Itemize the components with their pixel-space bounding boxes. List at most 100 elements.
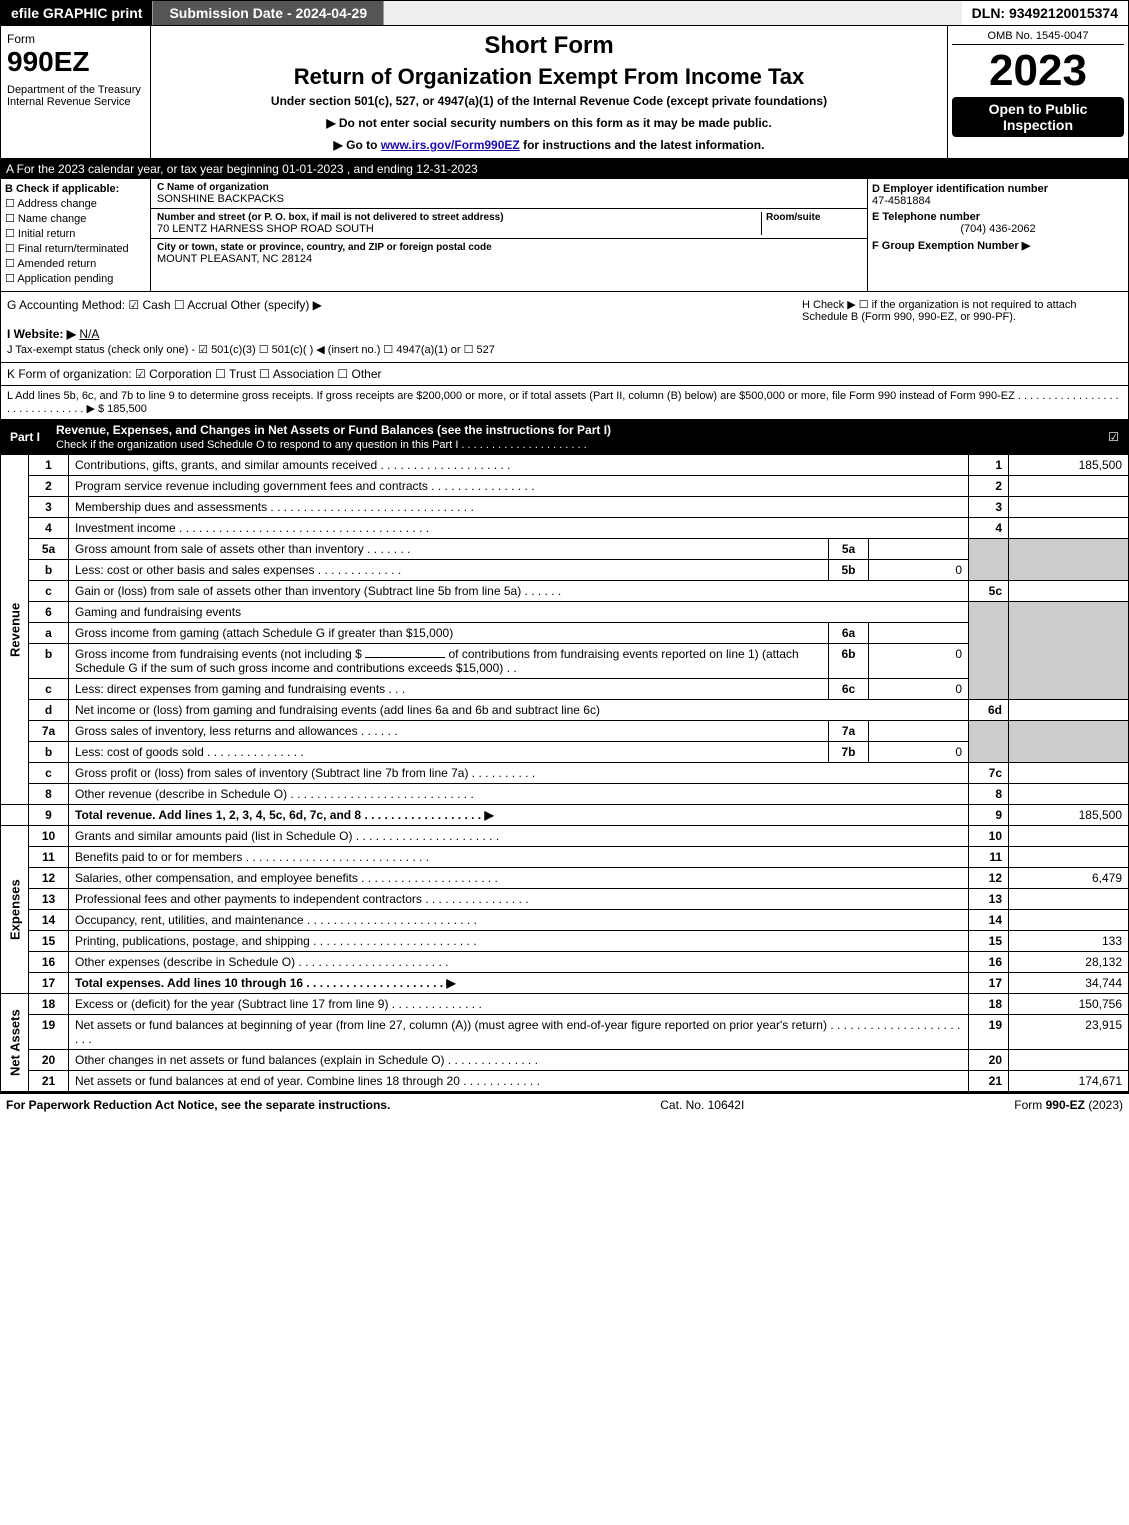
title-main: Return of Organization Exempt From Incom… [157, 64, 941, 90]
ln-6b-in: 6b [829, 644, 869, 679]
mid-block: G Accounting Method: ☑ Cash ☐ Accrual Ot… [0, 292, 1129, 363]
ln-11-rn: 11 [969, 847, 1009, 868]
line-k-form-org: K Form of organization: ☑ Corporation ☐ … [0, 363, 1129, 386]
gray-cell [1009, 602, 1129, 700]
ln-3-num: 3 [29, 497, 69, 518]
ln-7b-text: Less: cost of goods sold . . . . . . . .… [69, 742, 829, 763]
ln-5c-rn: 5c [969, 581, 1009, 602]
chk-name-change[interactable]: Name change [5, 212, 146, 225]
ln-7c-amt [1009, 763, 1129, 784]
ln-4-num: 4 [29, 518, 69, 539]
line-i-website: I Website: ▶ N/A [7, 327, 1122, 341]
form-number: 990EZ [7, 46, 144, 78]
header-left: Form 990EZ Department of the Treasury In… [1, 26, 151, 158]
col-b-check-if-applicable: B Check if applicable: Address change Na… [1, 179, 151, 291]
ln-7b-in: 7b [829, 742, 869, 763]
chk-final-return[interactable]: Final return/terminated [5, 242, 146, 255]
ln-6d-text: Net income or (loss) from gaming and fun… [69, 700, 969, 721]
ln-14-amt [1009, 910, 1129, 931]
footer-form-pre: Form [1014, 1098, 1045, 1112]
ln-15-num: 15 [29, 931, 69, 952]
line-l-gross-receipts: L Add lines 5b, 6c, and 7b to line 9 to … [0, 386, 1129, 420]
ln-17-num: 17 [29, 973, 69, 994]
ln-1-amt: 185,500 [1009, 455, 1129, 476]
ln-20-num: 20 [29, 1050, 69, 1071]
ln-11-num: 11 [29, 847, 69, 868]
ln-6-num: 6 [29, 602, 69, 623]
c-name-value: SONSHINE BACKPACKS [157, 193, 861, 205]
ln-5a-in: 5a [829, 539, 869, 560]
department: Department of the Treasury Internal Reve… [7, 84, 144, 108]
ln-20-rn: 20 [969, 1050, 1009, 1071]
ln-7a-text: Gross sales of inventory, less returns a… [69, 721, 829, 742]
gray-cell [1009, 721, 1129, 763]
chk-initial-return[interactable]: Initial return [5, 227, 146, 240]
ln-9-amt: 185,500 [1009, 805, 1129, 826]
omb-number: OMB No. 1545-0047 [952, 30, 1124, 45]
ln-3-amt [1009, 497, 1129, 518]
form-lines-table: Revenue 1 Contributions, gifts, grants, … [0, 454, 1129, 1092]
section-revenue-label: Revenue [1, 455, 29, 805]
ln-6b-text: Gross income from fundraising events (no… [69, 644, 829, 679]
header-right: OMB No. 1545-0047 2023 Open to Public In… [948, 26, 1128, 158]
ln-8-amt [1009, 784, 1129, 805]
ln-15-text: Printing, publications, postage, and shi… [69, 931, 969, 952]
chk-address-change[interactable]: Address change [5, 197, 146, 210]
efile-graphic-print[interactable]: efile GRAPHIC print [1, 1, 152, 25]
ln-5c-text: Gain or (loss) from sale of assets other… [69, 581, 969, 602]
ln-21-num: 21 [29, 1071, 69, 1092]
ln-13-text: Professional fees and other payments to … [69, 889, 969, 910]
ln-18-num: 18 [29, 994, 69, 1015]
ln-2-num: 2 [29, 476, 69, 497]
ln-4-amt [1009, 518, 1129, 539]
open-public-inspection: Open to Public Inspection [952, 97, 1124, 137]
ln-5c-amt [1009, 581, 1129, 602]
ln-19-amt: 23,915 [1009, 1015, 1129, 1050]
chk-application-pending[interactable]: Application pending [5, 272, 146, 285]
ln-16-amt: 28,132 [1009, 952, 1129, 973]
ln-18-rn: 18 [969, 994, 1009, 1015]
irs-link[interactable]: www.irs.gov/Form990EZ [381, 138, 520, 152]
ln-2-amt [1009, 476, 1129, 497]
ln-17-amt: 34,744 [1009, 973, 1129, 994]
ln-12-num: 12 [29, 868, 69, 889]
c-city-label: City or town, state or province, country… [157, 242, 861, 253]
ln-17-rn: 17 [969, 973, 1009, 994]
ln-5c-num: c [29, 581, 69, 602]
ln-5b-iv: 0 [869, 560, 969, 581]
ln-8-rn: 8 [969, 784, 1009, 805]
ln-5a-iv [869, 539, 969, 560]
ln-5b-in: 5b [829, 560, 869, 581]
line-g-accounting: G Accounting Method: ☑ Cash ☐ Accrual Ot… [7, 298, 802, 323]
ln-3-text: Membership dues and assessments . . . . … [69, 497, 969, 518]
part-1-check-text: Check if the organization used Schedule … [56, 439, 587, 451]
ln-10-amt [1009, 826, 1129, 847]
ln-18-amt: 150,756 [1009, 994, 1129, 1015]
ln-13-rn: 13 [969, 889, 1009, 910]
i-value: N/A [79, 327, 99, 341]
section-expenses-label: Expenses [1, 826, 29, 994]
form-header: Form 990EZ Department of the Treasury In… [0, 26, 1129, 159]
ln-2-rn: 2 [969, 476, 1009, 497]
ln-11-amt [1009, 847, 1129, 868]
ln-10-text: Grants and similar amounts paid (list in… [69, 826, 969, 847]
ln-6a-in: 6a [829, 623, 869, 644]
c-room-label: Room/suite [766, 212, 861, 223]
gray-cell [1009, 539, 1129, 581]
footer: For Paperwork Reduction Act Notice, see … [0, 1092, 1129, 1116]
chk-amended-return[interactable]: Amended return [5, 257, 146, 270]
ln-10-rn: 10 [969, 826, 1009, 847]
footer-form-num: 990-EZ [1046, 1098, 1085, 1112]
section-netassets-label: Net Assets [1, 994, 29, 1092]
ln-7b-num: b [29, 742, 69, 763]
ln-8-num: 8 [29, 784, 69, 805]
header-mid: Short Form Return of Organization Exempt… [151, 26, 948, 158]
ln-6d-amt [1009, 700, 1129, 721]
arrow-icon: ▶ [334, 138, 343, 152]
submission-date: Submission Date - 2024-04-29 [152, 1, 384, 25]
arrow-icon: ▶ [326, 116, 335, 130]
ln-7b-iv: 0 [869, 742, 969, 763]
ln-16-text: Other expenses (describe in Schedule O) … [69, 952, 969, 973]
tax-year: 2023 [952, 49, 1124, 93]
ln-14-text: Occupancy, rent, utilities, and maintena… [69, 910, 969, 931]
